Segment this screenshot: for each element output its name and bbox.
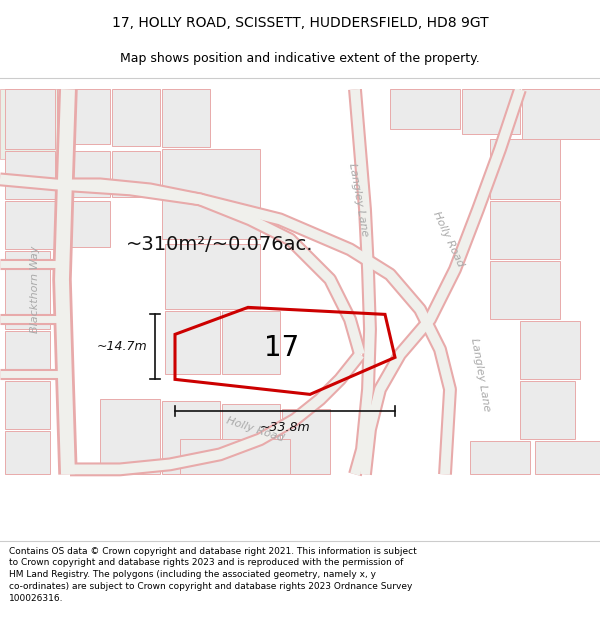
- Polygon shape: [490, 139, 560, 199]
- Polygon shape: [462, 89, 520, 134]
- Polygon shape: [162, 401, 220, 474]
- Polygon shape: [5, 151, 55, 199]
- Text: Holly Road: Holly Road: [431, 210, 465, 269]
- Polygon shape: [535, 441, 600, 474]
- Polygon shape: [112, 89, 160, 146]
- Polygon shape: [470, 441, 530, 474]
- Text: Map shows position and indicative extent of the property.: Map shows position and indicative extent…: [120, 52, 480, 65]
- Text: Langley Lane: Langley Lane: [469, 337, 491, 412]
- Text: 17: 17: [264, 334, 299, 362]
- Text: Blackthorn Way: Blackthorn Way: [30, 246, 40, 333]
- Polygon shape: [5, 381, 50, 429]
- Polygon shape: [520, 321, 580, 379]
- Text: ~14.7m: ~14.7m: [97, 341, 147, 353]
- Polygon shape: [282, 409, 330, 474]
- Text: ~33.8m: ~33.8m: [260, 421, 310, 434]
- Polygon shape: [0, 89, 60, 159]
- Polygon shape: [522, 89, 600, 139]
- Polygon shape: [5, 431, 50, 474]
- Polygon shape: [57, 89, 110, 144]
- Polygon shape: [222, 404, 280, 474]
- Text: Contains OS data © Crown copyright and database right 2021. This information is : Contains OS data © Crown copyright and d…: [9, 546, 417, 602]
- Polygon shape: [490, 261, 560, 319]
- Text: ~310m²/~0.076ac.: ~310m²/~0.076ac.: [126, 235, 314, 254]
- Text: 17, HOLLY ROAD, SCISSETT, HUDDERSFIELD, HD8 9GT: 17, HOLLY ROAD, SCISSETT, HUDDERSFIELD, …: [112, 16, 488, 31]
- Polygon shape: [490, 201, 560, 259]
- Polygon shape: [390, 89, 460, 129]
- Polygon shape: [57, 201, 110, 248]
- Polygon shape: [520, 381, 575, 439]
- Polygon shape: [162, 149, 260, 239]
- Polygon shape: [5, 251, 50, 329]
- Polygon shape: [165, 311, 220, 374]
- Text: Holly Road: Holly Road: [225, 416, 285, 443]
- Polygon shape: [222, 311, 280, 374]
- Polygon shape: [180, 439, 290, 474]
- Polygon shape: [112, 151, 160, 198]
- Polygon shape: [100, 399, 160, 474]
- Polygon shape: [5, 201, 55, 249]
- Polygon shape: [5, 89, 55, 149]
- Polygon shape: [165, 244, 260, 309]
- Polygon shape: [5, 331, 50, 379]
- Polygon shape: [162, 89, 210, 148]
- Text: Langley Lane: Langley Lane: [347, 162, 370, 237]
- Polygon shape: [57, 151, 110, 198]
